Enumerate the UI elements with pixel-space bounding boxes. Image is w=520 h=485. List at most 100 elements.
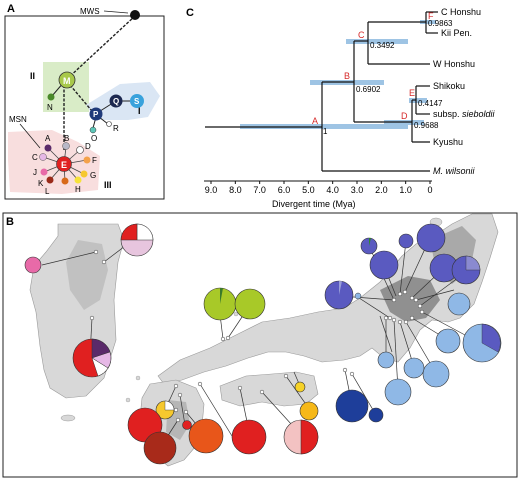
node-r bbox=[106, 121, 112, 127]
pie-east-1 bbox=[462, 323, 502, 363]
node-mws bbox=[130, 10, 140, 20]
label-q: Q bbox=[113, 97, 119, 106]
x-axis-tick-label: 9.0 bbox=[205, 185, 218, 195]
pie-east-7 bbox=[354, 292, 362, 300]
node-value-f: 0.9863 bbox=[428, 19, 453, 28]
pie-korea-south bbox=[72, 338, 112, 378]
node-l bbox=[46, 176, 54, 184]
label-s: S bbox=[134, 97, 140, 106]
pie-kii-1 bbox=[335, 389, 369, 423]
x-axis-tick-labels: 9.0 8.0 7.0 6.0 5.0 4.0 3.0 2.0 1.0 0 bbox=[205, 185, 433, 195]
pie-c-honshu-5 bbox=[416, 223, 446, 253]
node-a bbox=[44, 144, 52, 152]
node-letter-d: D bbox=[401, 111, 408, 121]
pie-korea-north-small bbox=[24, 256, 42, 274]
node-n bbox=[47, 93, 55, 101]
pie-east-2 bbox=[435, 328, 461, 354]
pie-kii-2 bbox=[368, 407, 384, 423]
x-axis-ticks bbox=[210, 181, 431, 184]
map-honshu-alps bbox=[380, 276, 440, 322]
node-p bbox=[89, 107, 103, 121]
pie-kyushu-6 bbox=[231, 419, 267, 455]
x-axis-tick-label: 3.0 bbox=[351, 185, 364, 195]
node-e bbox=[56, 156, 72, 172]
taxon-m-wilsonii: M. wilsonii bbox=[433, 166, 476, 176]
node-s bbox=[130, 94, 144, 108]
label-msn: MSN bbox=[9, 115, 27, 124]
pie-c-honshu-2 bbox=[360, 237, 378, 255]
x-axis-label: Divergent time (Mya) bbox=[272, 199, 356, 209]
label-f: F bbox=[92, 156, 97, 165]
tree-branches bbox=[205, 11, 438, 172]
taxon-subsp-sieboldii: subsp. sieboldii bbox=[433, 109, 496, 119]
msn-pointer bbox=[19, 123, 41, 149]
label-j: J bbox=[33, 168, 37, 177]
pie-shikoku-2 bbox=[299, 401, 319, 421]
taxon-w-honshu: W Honshu bbox=[433, 59, 475, 69]
node-value-e: 0.4147 bbox=[418, 99, 443, 108]
pie-east-4 bbox=[403, 357, 425, 379]
map-islet bbox=[125, 397, 131, 403]
taxon-c-honshu: C Honshu bbox=[441, 7, 481, 17]
pie-c-honshu-1 bbox=[324, 280, 354, 310]
node-letter-c: C bbox=[358, 30, 365, 40]
node-letter-f: F bbox=[428, 11, 434, 21]
label-a: A bbox=[45, 134, 51, 143]
pie-w-honshu-2 bbox=[234, 288, 266, 320]
label-d: D bbox=[85, 142, 91, 151]
panel-b: B bbox=[2, 212, 518, 478]
x-axis-tick-label: 0 bbox=[427, 185, 432, 195]
node-j bbox=[40, 168, 48, 176]
node-m bbox=[58, 71, 76, 89]
label-r: R bbox=[113, 124, 119, 133]
node-value-b: 0.6902 bbox=[356, 85, 381, 94]
pie-kyushu-2 bbox=[182, 420, 192, 430]
node-k bbox=[61, 177, 69, 185]
panel-c-letter: C bbox=[186, 7, 194, 19]
label-g: G bbox=[90, 171, 96, 180]
pie-c-honshu-3 bbox=[369, 250, 399, 280]
map-islet bbox=[233, 311, 239, 317]
pie-east-5 bbox=[384, 378, 412, 406]
pie-c-honshu-4 bbox=[398, 233, 414, 249]
label-mws: MWS bbox=[80, 7, 100, 16]
node-value-a: 1 bbox=[323, 127, 328, 136]
node-b bbox=[62, 142, 70, 150]
x-axis-tick-label: 4.0 bbox=[326, 185, 339, 195]
pie-c-honshu-8 bbox=[447, 292, 471, 316]
node-value-c: 0.3492 bbox=[370, 41, 395, 50]
x-axis-tick-label: 6.0 bbox=[278, 185, 291, 195]
node-d bbox=[76, 146, 84, 154]
label-k: K bbox=[38, 179, 44, 188]
label-o: O bbox=[91, 134, 97, 143]
label-n: N bbox=[47, 103, 53, 112]
pie-east-3 bbox=[422, 360, 450, 388]
panel-b-letter: B bbox=[6, 216, 14, 228]
group-ii-label: II bbox=[30, 71, 35, 81]
node-q bbox=[109, 94, 123, 108]
node-g bbox=[80, 170, 88, 178]
x-axis-tick-label: 7.0 bbox=[253, 185, 266, 195]
pie-kyushu-4 bbox=[143, 431, 177, 465]
label-c: C bbox=[32, 153, 38, 162]
node-value-d: 0.9688 bbox=[414, 121, 439, 130]
branch-m-mws bbox=[66, 15, 136, 80]
label-h: H bbox=[75, 185, 81, 194]
pie-kyushu-1 bbox=[155, 400, 175, 420]
node-letter-a: A bbox=[312, 116, 318, 126]
x-axis-tick-label: 8.0 bbox=[229, 185, 242, 195]
group-i-label: I bbox=[138, 106, 141, 116]
node-f bbox=[83, 156, 91, 164]
taxon-shikoku: Shikoku bbox=[433, 81, 465, 91]
taxon-kyushu: Kyushu bbox=[433, 137, 463, 147]
mws-pointer bbox=[103, 10, 129, 14]
label-p: P bbox=[93, 110, 99, 119]
node-letter-e: E bbox=[409, 88, 415, 98]
group-iii-label: III bbox=[104, 180, 112, 190]
x-axis-tick-label: 5.0 bbox=[302, 185, 315, 195]
map-honshu bbox=[157, 213, 499, 385]
label-m: M bbox=[63, 76, 71, 86]
branch-m-p bbox=[69, 84, 93, 112]
map-islet bbox=[135, 375, 141, 381]
node-c bbox=[39, 153, 47, 161]
